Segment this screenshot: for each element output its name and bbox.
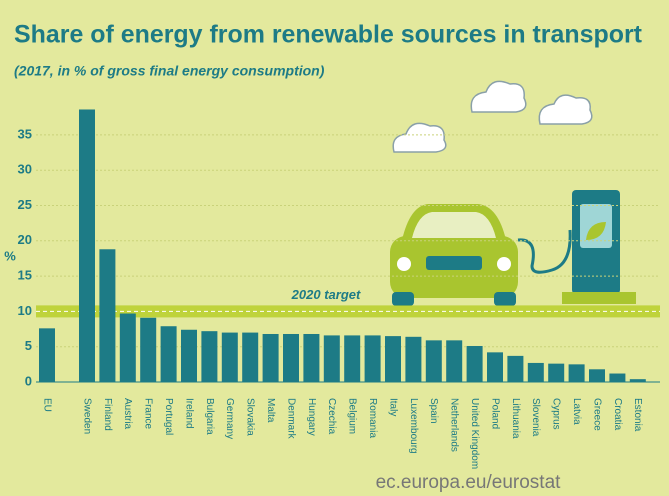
x-tick-label: Estonia [632, 398, 643, 432]
bar [487, 352, 503, 382]
x-tick-label: Netherlands [449, 398, 460, 452]
source: ec.europa.eu/eurostat [376, 472, 562, 493]
bar [589, 369, 605, 382]
x-tick-label: Ireland [183, 398, 194, 429]
x-tick-label: Germany [224, 398, 235, 439]
x-tick-label: Latvia [571, 398, 582, 425]
x-tick-label: Italy [387, 398, 398, 416]
x-tick-label: Cyprus [551, 398, 562, 430]
bar [39, 328, 55, 382]
x-tick-label: Hungary [306, 398, 317, 436]
bar [527, 362, 544, 382]
x-tick-label: Portugal [163, 398, 174, 435]
bar [385, 336, 401, 382]
x-tick-label: Sweden [81, 398, 92, 434]
bar [201, 331, 218, 382]
bar [323, 335, 340, 382]
y-tick-label: 10 [18, 303, 32, 318]
bar [364, 335, 381, 382]
bar [181, 329, 197, 382]
x-tick-label: Greece [591, 398, 602, 431]
target-label: 2020 target [291, 287, 361, 302]
y-tick-label: 5 [25, 338, 32, 353]
x-tick-label: Austria [122, 398, 133, 430]
bar [507, 355, 524, 382]
y-axis-label: % [4, 248, 16, 263]
bar [119, 313, 136, 382]
x-tick-label: Romania [367, 398, 378, 438]
x-tick-label: Poland [489, 398, 500, 429]
x-tick-label: EU [41, 398, 52, 412]
x-tick-label: Denmark [285, 398, 296, 440]
x-tick-label: Finland [102, 398, 113, 431]
x-tick-label: Czechia [326, 398, 337, 435]
x-tick-label: Belgium [347, 398, 358, 434]
bar [242, 332, 259, 382]
clouds [392, 80, 593, 153]
bar [629, 379, 646, 382]
x-tick-label: France [143, 398, 154, 430]
y-tick-label: 15 [18, 268, 32, 283]
bar [344, 335, 361, 382]
y-tick-label: 20 [18, 232, 32, 247]
y-tick-label: 0 [25, 373, 32, 388]
x-tick-label: Slovakia [245, 398, 256, 436]
chart-subtitle: (2017, in % of gross final energy consum… [14, 63, 325, 79]
y-tick-label: 35 [18, 126, 32, 141]
bar [609, 373, 626, 382]
y-tick-label: 30 [18, 162, 32, 177]
bar [79, 109, 95, 382]
bar [160, 326, 177, 382]
charging-station [562, 190, 636, 304]
bar [283, 333, 299, 382]
x-tick-label: Lithuania [510, 398, 521, 439]
bar [262, 333, 279, 382]
chart-title: Share of energy from renewable sources i… [14, 21, 643, 49]
x-tick-label: Slovenia [530, 398, 541, 437]
bar [568, 364, 585, 382]
y-tick-label: 25 [18, 197, 32, 212]
x-tick-label: United Kingdom [469, 398, 480, 469]
bar [303, 333, 320, 382]
x-tick-label: Croatia [612, 398, 623, 431]
x-tick-label: Luxembourg [408, 398, 419, 454]
bar [99, 249, 116, 382]
x-tick-label: Malta [265, 398, 276, 423]
bar [548, 363, 565, 382]
x-tick-label: Spain [428, 398, 439, 424]
bar [446, 340, 463, 382]
bar [405, 336, 422, 382]
car-illustration [390, 204, 572, 306]
bar [221, 332, 238, 382]
bar [425, 340, 442, 382]
bar [466, 345, 483, 382]
x-tick-label: Bulgaria [204, 398, 215, 435]
bar [140, 317, 157, 382]
